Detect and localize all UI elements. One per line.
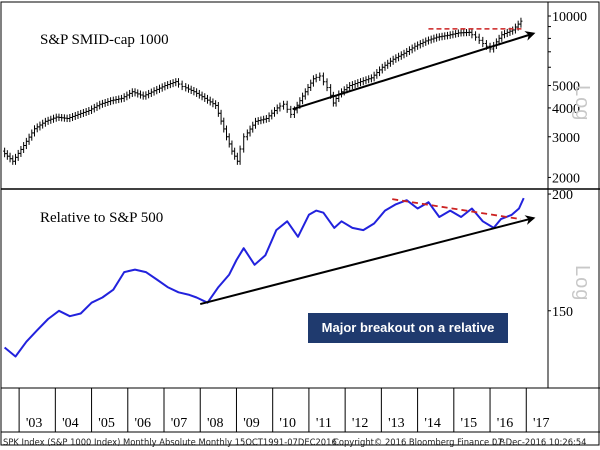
x-tick-label: '17 <box>533 416 550 431</box>
y-tick-label: 200 <box>552 188 573 203</box>
resistance-dashed-line <box>392 198 521 221</box>
x-tick-label: '12 <box>352 416 369 431</box>
x-tick-label: '13 <box>388 416 405 431</box>
x-tick-label: '08 <box>207 416 224 431</box>
footer-source: SPK Index (S&P 1000 Index) Monthly Absol… <box>3 437 337 447</box>
log-scale-label: Log <box>571 85 593 121</box>
relative-panel: 150 200 Log <box>3 188 593 358</box>
x-tick-label: '11 <box>316 416 332 431</box>
x-tick-label: '06 <box>135 416 152 431</box>
support-trendline-arrow <box>199 215 536 306</box>
x-tick-label: '09 <box>243 416 260 431</box>
x-tick-label: '05 <box>98 416 115 431</box>
x-tick-label: '16 <box>497 416 514 431</box>
y-tick-label: 3000 <box>552 131 580 146</box>
support-trendline-arrow <box>292 31 536 111</box>
top-panel-title: S&P SMID-cap 1000 <box>40 32 169 48</box>
y-tick-label: 150 <box>552 305 573 320</box>
time-axis: '03 '04 '05 '06 '07 '08 '09 '10 '11 '12 '13 '14 '15 '… <box>1 388 600 433</box>
relative-strength-line <box>3 197 525 358</box>
y-tick-label: 10000 <box>552 10 587 25</box>
x-tick-label: '15 <box>461 416 478 431</box>
y-tick-label: 5000 <box>552 80 580 95</box>
footer-copyright: Copyright© 2016 Bloomberg Finance L.P. <box>333 437 506 447</box>
x-tick-label: '10 <box>279 416 296 431</box>
bottom-panel-title: Relative to S&P 500 <box>40 210 164 226</box>
smid-cap-panel: 2000 3000 4000 5000 10000 Log <box>3 10 593 186</box>
y-tick-label: 4000 <box>552 102 580 117</box>
footer-timestamp: 07-Dec-2016 10:26:54 <box>492 437 587 447</box>
x-tick-label: '14 <box>424 416 441 431</box>
y-tick-label: 2000 <box>552 171 580 186</box>
breakout-callout: Major breakout on a relative basis <box>308 313 508 365</box>
x-tick-label: '03 <box>26 416 43 431</box>
log-scale-label: Log <box>571 265 593 301</box>
x-tick-label: '07 <box>171 416 188 431</box>
x-tick-label: '04 <box>62 416 79 431</box>
